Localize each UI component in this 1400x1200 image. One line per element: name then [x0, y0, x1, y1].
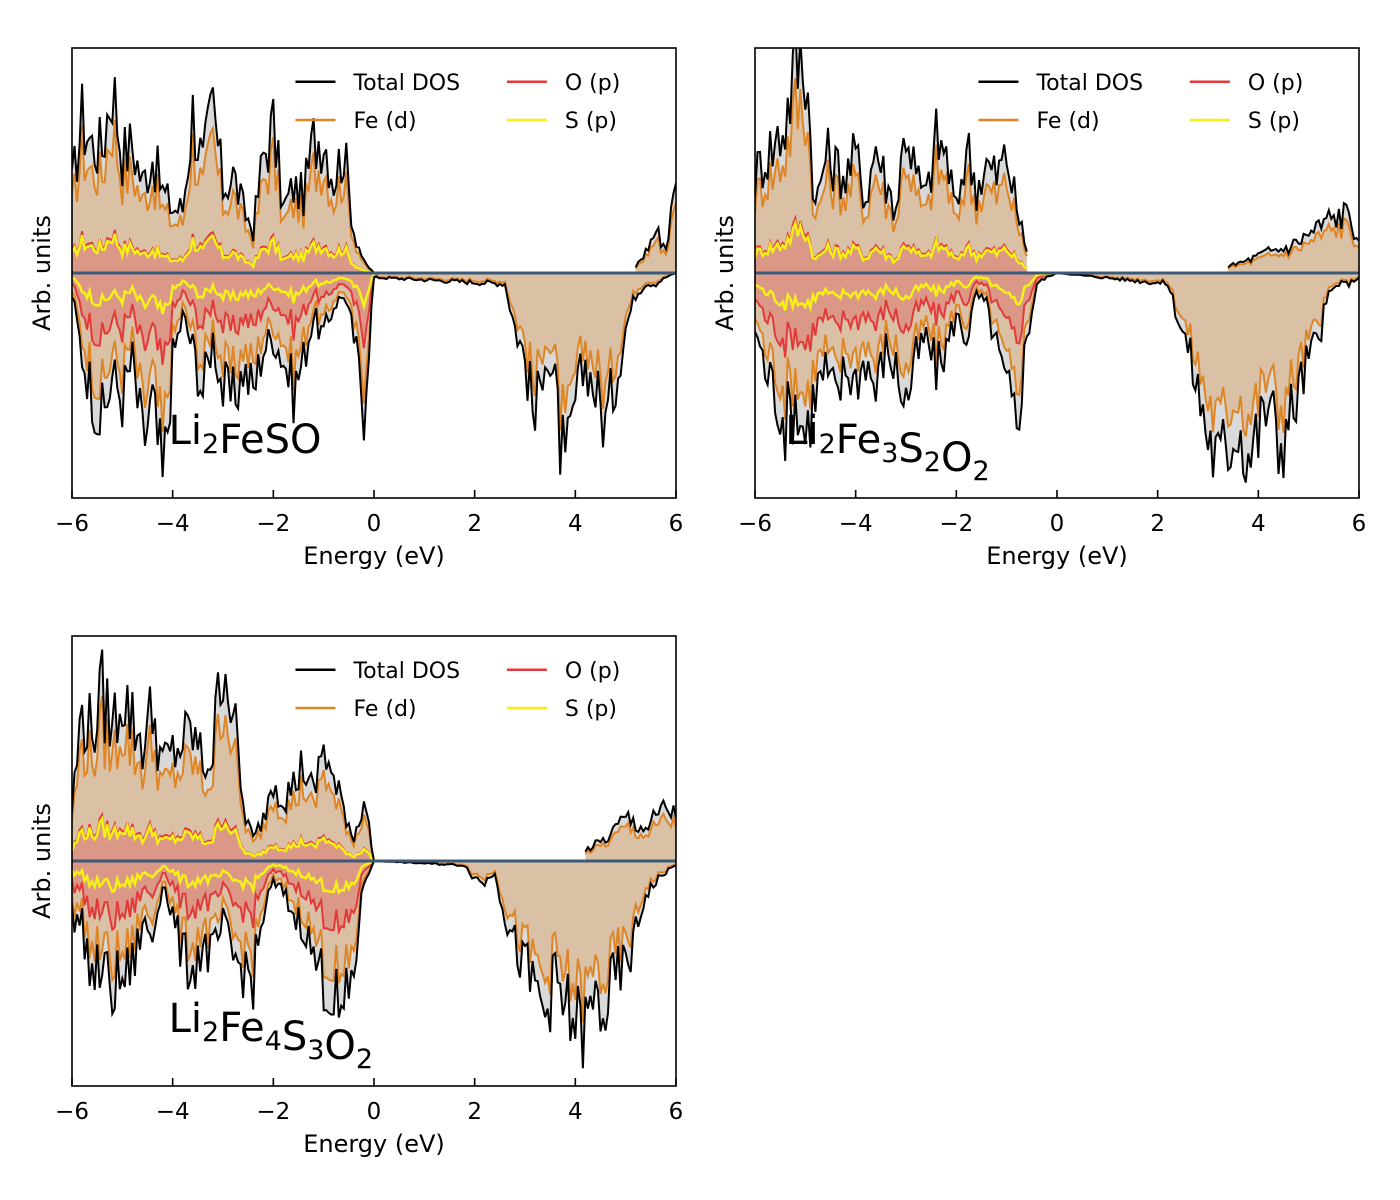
s-p-line — [72, 233, 375, 275]
series-total-dos-up — [634, 182, 676, 273]
s-p-line — [72, 859, 375, 896]
legend-label: Fe (d) — [353, 697, 416, 722]
fe-d-fill — [72, 120, 374, 273]
x-tick-label: 6 — [669, 511, 684, 537]
y-axis-label: Arb. units — [711, 215, 739, 331]
x-tick-label: −6 — [738, 511, 772, 537]
y-axis-label: Arb. units — [28, 803, 56, 919]
x-tick-label: −2 — [256, 511, 290, 537]
legend-label: Total DOS — [352, 659, 460, 684]
series-total-dos-down — [72, 272, 676, 478]
total-dos-fill — [72, 77, 374, 273]
x-tick-label: 2 — [1150, 511, 1165, 537]
series-total-dos-down — [755, 271, 1359, 483]
fe-d-line — [1227, 216, 1359, 270]
s-p-line — [755, 271, 1058, 313]
legend-label: Fe (d) — [353, 109, 416, 134]
legend-label: S (p) — [1248, 109, 1300, 134]
fe-d-line — [755, 77, 1028, 257]
x-tick-label: 4 — [568, 511, 583, 537]
o-p-line — [72, 274, 375, 365]
legend-label: O (p) — [565, 659, 620, 684]
s-p-line — [755, 218, 1028, 270]
legend: Total DOS O (p) Fe (d) S (p) — [295, 71, 620, 134]
x-tick-label: 0 — [367, 511, 382, 537]
total-dos-line — [1227, 201, 1359, 269]
compound-label: Li2Fe3S2O2 — [785, 408, 989, 487]
total-dos-fill — [72, 649, 374, 861]
legend-label: S (p) — [565, 697, 617, 722]
total-dos-line — [72, 649, 375, 862]
fe-d-fill — [72, 696, 374, 861]
total-dos-fill — [72, 273, 676, 478]
o-p-line — [72, 860, 375, 936]
legend: Total DOS O (p) Fe (d) S (p) — [978, 71, 1303, 134]
plot-area — [72, 649, 676, 1069]
x-tick-label: 0 — [367, 1099, 382, 1125]
legend: Total DOS O (p) Fe (d) S (p) — [295, 659, 620, 722]
series-total-dos-up — [584, 798, 676, 861]
x-axis-label: Energy (eV) — [986, 542, 1128, 570]
fe-d-fill — [755, 77, 1027, 274]
x-tick-label: −4 — [839, 511, 873, 537]
series-total-dos-up — [72, 649, 375, 862]
total-dos-line — [634, 182, 676, 268]
legend-label: Total DOS — [352, 71, 460, 96]
fe-d-line — [72, 695, 375, 862]
total-dos-fill — [72, 861, 676, 1069]
fe-d-fill — [1228, 218, 1359, 273]
fe-d-fill — [72, 273, 676, 433]
fe-d-fill — [755, 273, 1359, 437]
s-p-line — [72, 815, 375, 862]
legend-label: O (p) — [1248, 71, 1303, 96]
plot-area — [72, 77, 676, 478]
fe-d-fill — [585, 814, 676, 861]
o-p-line — [755, 272, 1058, 358]
x-axis-label: Energy (eV) — [303, 542, 445, 570]
total-dos-line — [72, 77, 375, 274]
x-tick-label: 6 — [1352, 511, 1367, 537]
o-p-fill — [72, 814, 374, 861]
compound-label: Li2Fe4S3O2 — [169, 996, 373, 1075]
plot-area — [755, 48, 1359, 483]
total-dos-line — [584, 798, 676, 853]
x-tick-label: −4 — [156, 1099, 190, 1125]
o-p-fill — [72, 861, 374, 932]
fe-d-fill — [72, 861, 676, 1023]
x-tick-label: 2 — [467, 511, 482, 537]
o-p-line — [72, 811, 375, 862]
y-axis-label: Arb. units — [28, 215, 56, 331]
o-p-fill — [755, 273, 1057, 358]
fe-d-line — [584, 812, 676, 855]
series-total-dos-up — [1227, 201, 1359, 273]
x-tick-label: −4 — [156, 511, 190, 537]
compound-label: Li2FeSO — [169, 408, 322, 463]
x-tick-label: 0 — [1050, 511, 1065, 537]
dos-panel-li2fe4s3o2: −6 −4 −2 0 2 4 6 Energy (eV) Arb. units Total DOS… — [28, 635, 684, 1158]
x-tick-label: 4 — [1251, 511, 1266, 537]
legend-label: Total DOS — [1035, 71, 1143, 96]
x-tick-label: 2 — [467, 1099, 482, 1125]
total-dos-fill — [1228, 203, 1359, 273]
x-axis-label: Energy (eV) — [303, 1130, 445, 1158]
total-dos-line — [72, 272, 676, 478]
series-total-dos-down — [72, 859, 676, 1069]
legend-label: Fe (d) — [1036, 109, 1099, 134]
dos-panel-li2fe3s2o2: −6 −4 −2 0 2 4 6 Energy (eV) Arb. units Total DOS… — [711, 47, 1367, 570]
legend-label: O (p) — [565, 71, 620, 96]
total-dos-line — [755, 48, 1028, 252]
x-tick-label: −6 — [55, 511, 89, 537]
dos-panel-li2feso: −6 −4 −2 0 2 4 6 Energy (eV) Arb. units Total DOS… — [28, 47, 684, 570]
legend-label: S (p) — [565, 109, 617, 134]
series-total-dos-up — [72, 77, 375, 275]
series-total-dos-up — [755, 48, 1028, 274]
x-tick-label: −6 — [55, 1099, 89, 1125]
fe-d-line — [72, 120, 375, 274]
x-tick-label: 6 — [669, 1099, 684, 1125]
x-tick-label: −2 — [256, 1099, 290, 1125]
x-tick-label: 4 — [568, 1099, 583, 1125]
x-tick-label: −2 — [939, 511, 973, 537]
s-p-line — [72, 273, 376, 315]
